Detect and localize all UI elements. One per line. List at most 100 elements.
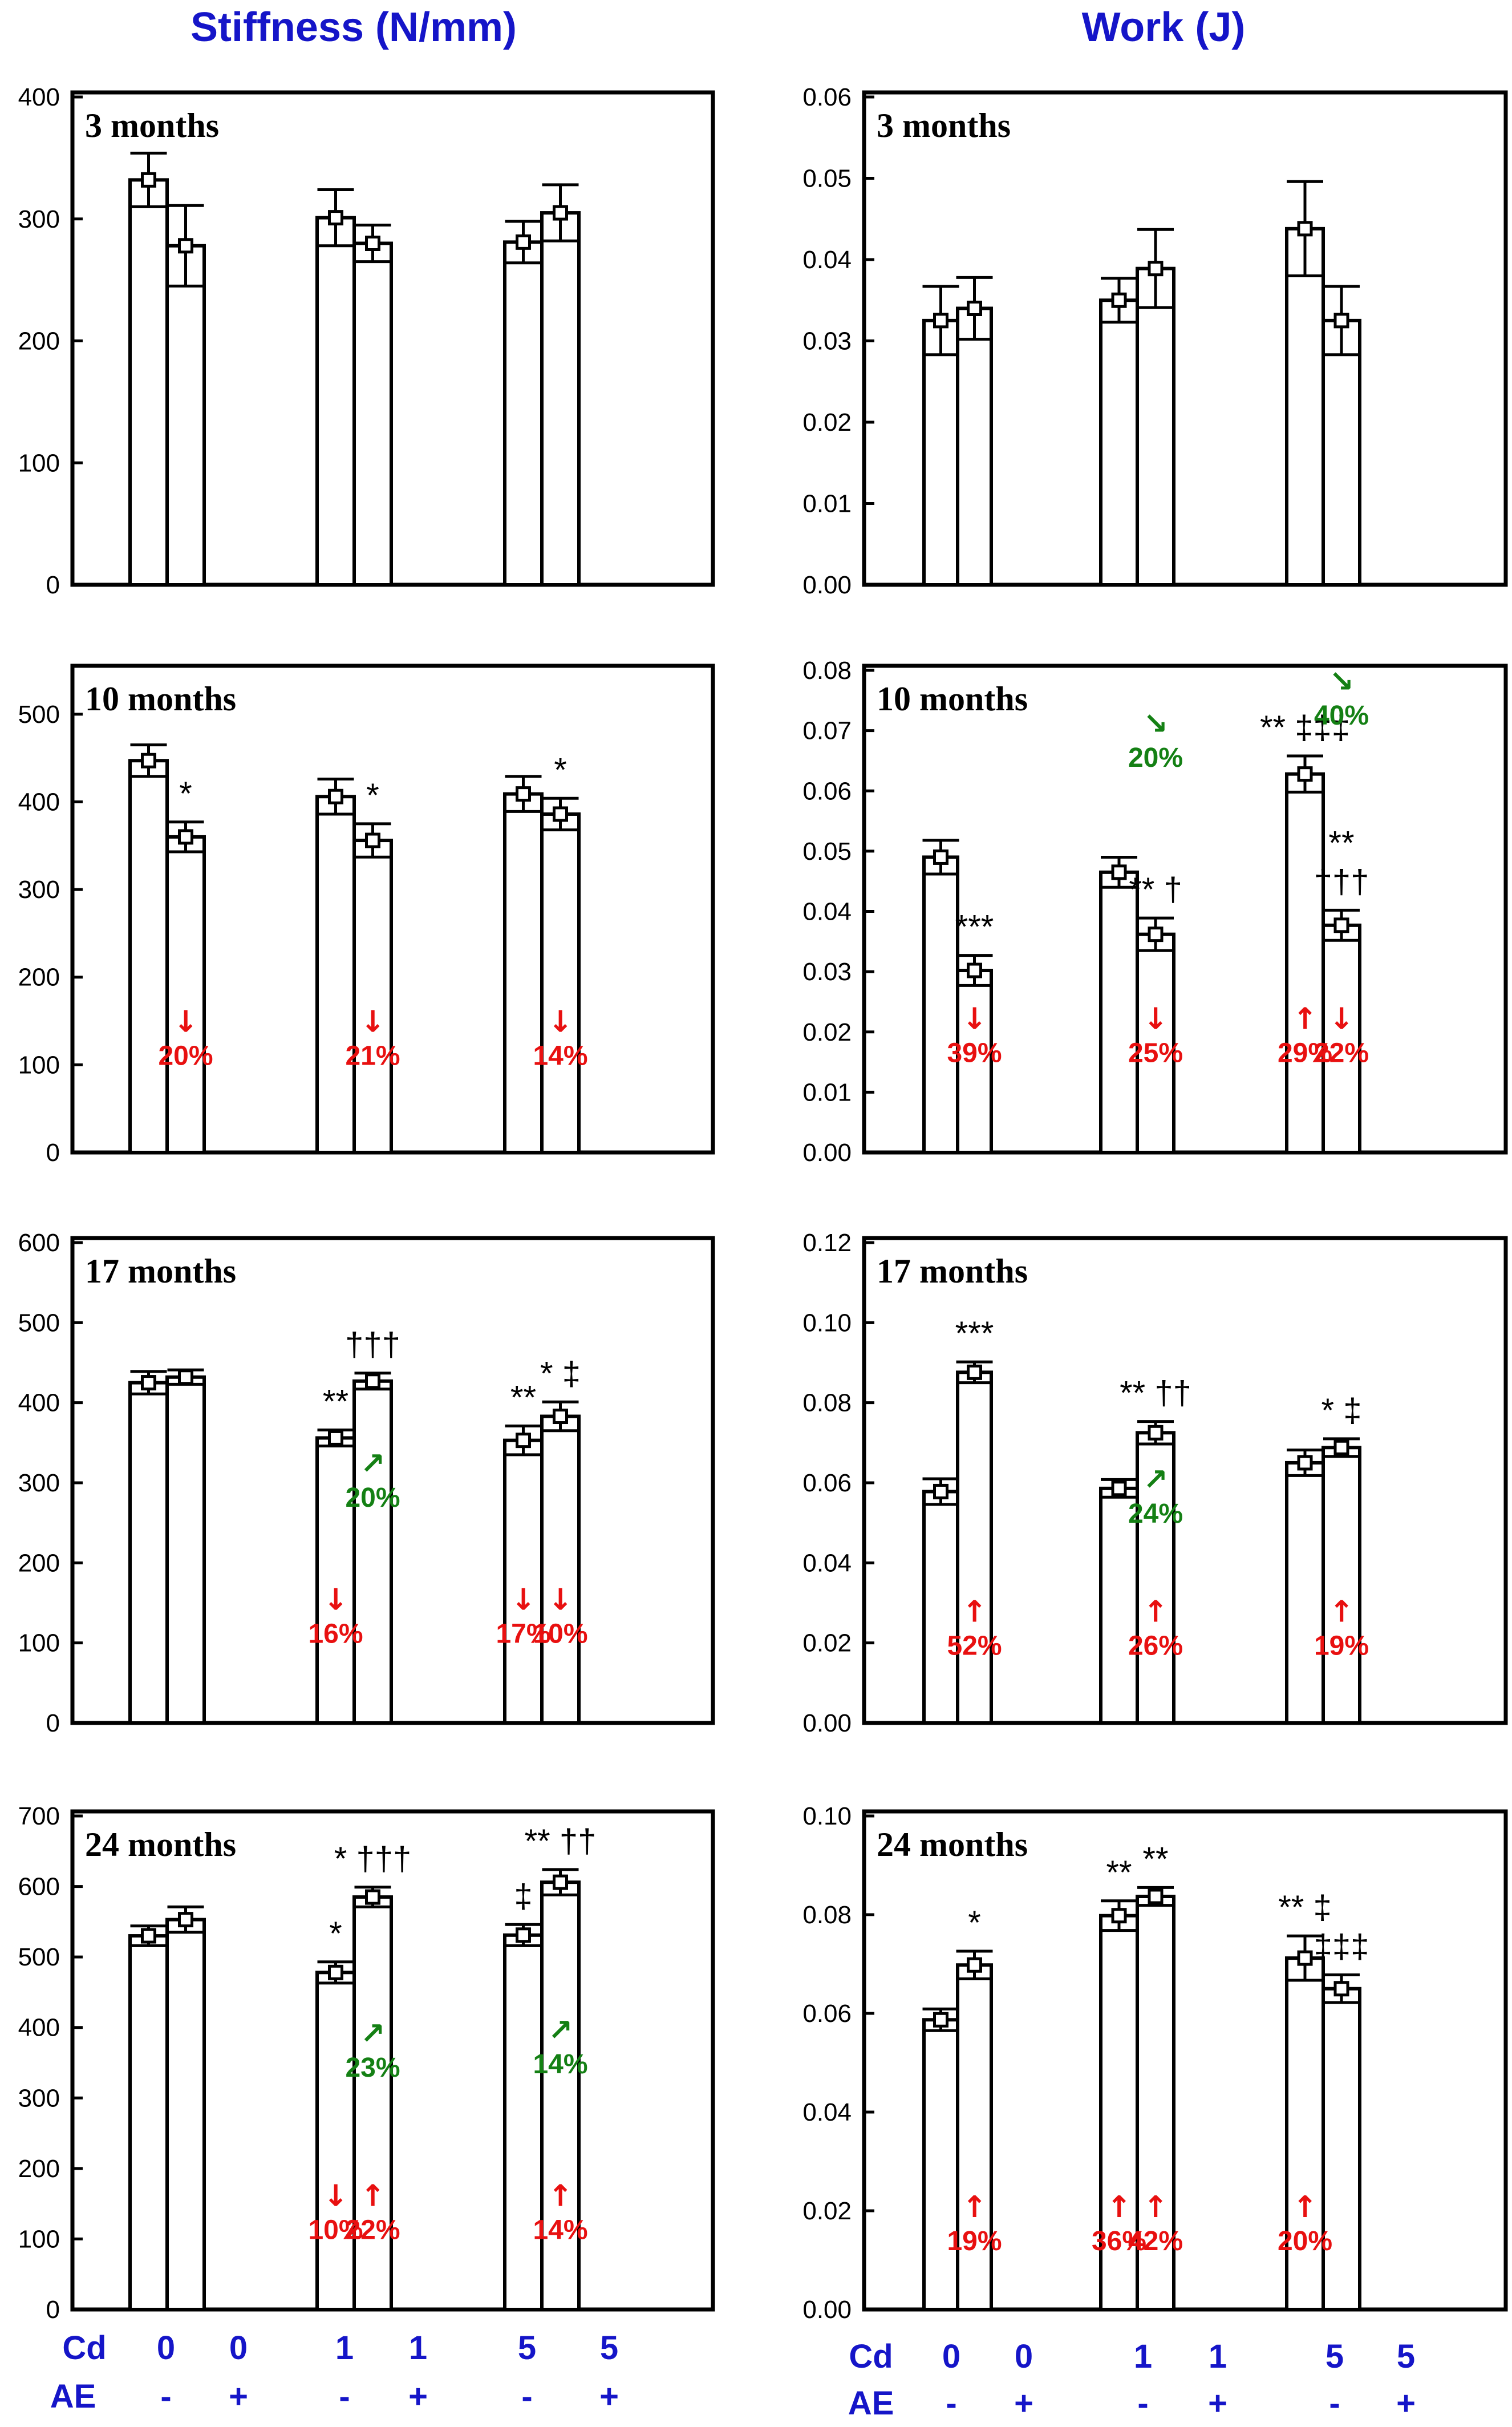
data-marker <box>141 1928 156 1944</box>
y-tick-label: 0.05 <box>802 838 852 865</box>
y-tick-label: 400 <box>18 788 60 816</box>
data-marker <box>1333 313 1349 329</box>
data-marker <box>365 1889 380 1905</box>
bar <box>922 855 959 1154</box>
y-tick-label: 0.10 <box>802 1802 852 1830</box>
significance-label: * ‡ <box>540 1355 581 1392</box>
data-marker <box>1297 221 1313 237</box>
change-arrow: ↓ <box>323 2179 348 2213</box>
y-tick-label: 0.12 <box>802 1229 852 1257</box>
bar <box>165 1375 206 1725</box>
y-tick-label: 0 <box>46 571 60 599</box>
data-marker <box>1111 1481 1127 1496</box>
data-marker <box>1333 1981 1349 1997</box>
y-tick-label: 300 <box>18 1469 60 1497</box>
data-marker <box>516 786 531 802</box>
change-arrow: ↗ <box>548 2013 573 2048</box>
panel-title: 24 months <box>877 1826 1028 1863</box>
significance-label: ** ‡‡‡ <box>1260 709 1350 746</box>
bar <box>165 835 206 1154</box>
cd-value: 1 <box>1209 2338 1227 2375</box>
y-tick-label: 100 <box>18 1051 60 1079</box>
y-tick-label: 0.05 <box>802 165 852 193</box>
change-arrow: ↓ <box>511 1583 536 1617</box>
bar <box>540 1880 581 2312</box>
y-tick-label: 0.07 <box>802 717 852 745</box>
group-labels: Cd AE Cd AE 0 - 0 +1 - 1 +5 - 5 +0 - 0 +1 - 1 +5 - 5 + <box>50 2329 1416 2422</box>
ae-value: - <box>521 2378 532 2415</box>
plot-frame <box>862 664 1508 1155</box>
bar <box>503 1438 544 1725</box>
significance-label: ** <box>1328 824 1354 861</box>
data-marker <box>1333 917 1349 933</box>
data-marker <box>553 1874 568 1890</box>
bar <box>922 1490 959 1725</box>
ae-value: - <box>1137 2385 1148 2422</box>
cd-value: 1 <box>1134 2338 1152 2375</box>
data-marker <box>1148 261 1164 277</box>
bar <box>128 759 169 1154</box>
bar <box>1136 266 1175 586</box>
cd-value: 0 <box>1015 2338 1033 2375</box>
change-arrow: ↓ <box>962 1002 987 1037</box>
cd-value: 5 <box>1397 2338 1415 2375</box>
ae-value: - <box>946 2385 956 2422</box>
chart-panel-5: 0.00 0.02 0.04 0.06 0.08 0.10 0.12 17 months ***… <box>802 1229 1508 1737</box>
y-tick-label: 300 <box>18 2084 60 2112</box>
y-tick-label: 0.02 <box>802 1629 852 1657</box>
panel-title: 17 months <box>85 1252 236 1290</box>
cd-value: 0 <box>157 2329 175 2367</box>
y-tick-label: 0 <box>46 1709 60 1737</box>
bar <box>1322 923 1361 1154</box>
data-marker <box>933 849 948 865</box>
plot-frame <box>862 90 1508 587</box>
y-tick-label: 100 <box>18 1629 60 1657</box>
cd-label-right: Cd <box>849 2338 893 2375</box>
change-arrow: ↑ <box>1292 2190 1318 2224</box>
y-tick-label: 400 <box>18 1389 60 1417</box>
y-tick-label: 200 <box>18 327 60 355</box>
y-tick-label: 0.08 <box>802 1901 852 1929</box>
change-label: 14% <box>533 1041 587 1071</box>
change-label: 14% <box>533 2215 587 2245</box>
y-tick-label: 0.00 <box>802 571 852 599</box>
ae-value: - <box>1329 2385 1340 2422</box>
bar <box>315 216 356 586</box>
y-tick-label: 0.02 <box>802 1018 852 1046</box>
panel-title: 3 months <box>85 107 219 144</box>
data-marker <box>1111 292 1127 308</box>
y-tick-label: 400 <box>18 83 60 111</box>
bar <box>315 1971 356 2312</box>
bar <box>922 2018 959 2312</box>
plot-frame <box>862 1809 1508 2312</box>
y-tick-label: 0.03 <box>802 327 852 355</box>
y-tick-label: 0.04 <box>802 246 852 274</box>
data-marker <box>328 1430 343 1446</box>
significance-label: * <box>179 775 192 812</box>
data-marker <box>933 313 948 329</box>
data-marker <box>365 236 380 251</box>
panel-title: 3 months <box>877 107 1011 144</box>
significance-label: ‡‡‡ <box>1314 1928 1369 1965</box>
data-marker <box>967 301 982 316</box>
panel-title: 17 months <box>877 1252 1028 1290</box>
significance-label: * <box>968 1904 981 1941</box>
y-tick-label: 200 <box>18 2155 60 2183</box>
data-marker <box>1333 1439 1349 1455</box>
bar <box>165 244 206 586</box>
stiffness-column-title: Stiffness (N/mm) <box>190 5 517 50</box>
change-arrow: ↓ <box>548 1583 573 1617</box>
data-marker <box>967 1957 982 1973</box>
bar <box>503 792 544 1155</box>
bar <box>1322 318 1361 586</box>
change-label: 25% <box>1128 1038 1183 1069</box>
chart-panel-0: 0 100 200 300 400 3 months <box>18 83 715 599</box>
data-marker <box>933 2012 948 2028</box>
data-marker <box>178 1912 193 1928</box>
significance-label: ** † <box>1129 871 1182 908</box>
change-arrow: ↗ <box>360 2017 386 2051</box>
cd-value: 1 <box>409 2329 427 2367</box>
bar <box>352 839 393 1154</box>
